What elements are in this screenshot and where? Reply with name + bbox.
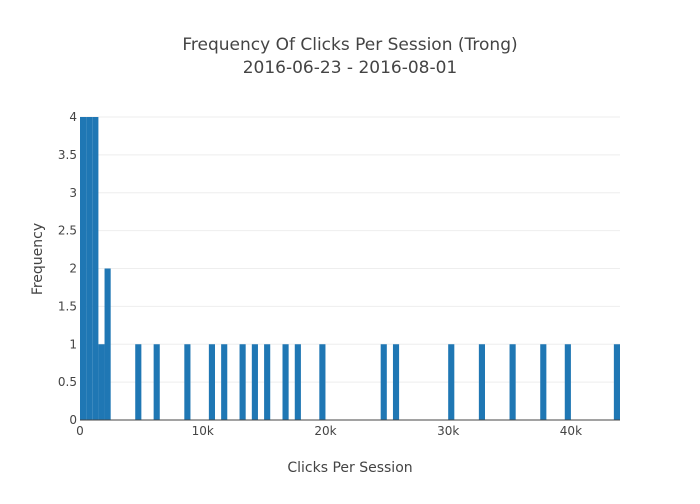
y-tick-label: 3 bbox=[69, 186, 77, 200]
histogram-bar[interactable] bbox=[184, 344, 191, 420]
histogram-bar[interactable] bbox=[564, 344, 571, 420]
x-ticks-layer: 0 10k 20k 30k 40k bbox=[76, 424, 582, 438]
histogram-bar[interactable] bbox=[104, 268, 111, 421]
x-tick-label: 20k bbox=[314, 424, 336, 438]
histogram-bar[interactable] bbox=[613, 344, 620, 420]
histogram-bar[interactable] bbox=[92, 117, 99, 420]
bars-layer bbox=[80, 117, 620, 420]
histogram-bar[interactable] bbox=[208, 344, 215, 420]
histogram-bar[interactable] bbox=[98, 344, 105, 420]
x-tick-label: 40k bbox=[560, 424, 582, 438]
x-tick-label: 30k bbox=[437, 424, 459, 438]
histogram-bar[interactable] bbox=[153, 344, 160, 420]
histogram-bar[interactable] bbox=[392, 344, 400, 420]
histogram-bar[interactable] bbox=[380, 344, 387, 420]
histogram-bar[interactable] bbox=[540, 344, 547, 420]
y-tick-label: 3.5 bbox=[58, 148, 77, 162]
histogram-bar[interactable] bbox=[319, 344, 326, 420]
y-axis-title: Frequency bbox=[30, 223, 46, 295]
histogram-bar[interactable] bbox=[448, 344, 455, 420]
x-tick-label: 0 bbox=[76, 424, 84, 438]
chart-title-line2: 2016-06-23 - 2016-08-01 bbox=[243, 58, 458, 78]
x-axis-title: Clicks Per Session bbox=[287, 460, 412, 476]
y-tick-label: 2 bbox=[69, 262, 77, 276]
histogram-bar[interactable] bbox=[80, 117, 87, 420]
histogram-bar[interactable] bbox=[135, 344, 142, 420]
y-tick-label: 2.5 bbox=[58, 224, 77, 238]
y-tick-label: 0 bbox=[69, 413, 77, 427]
y-ticks-layer: 0 0.5 1 1.5 2 2.5 3 3.5 4 bbox=[58, 110, 77, 427]
histogram-bar[interactable] bbox=[478, 344, 485, 420]
histogram-bar[interactable] bbox=[251, 344, 258, 420]
grid-layer bbox=[80, 116, 620, 383]
histogram-bar[interactable] bbox=[264, 344, 271, 420]
histogram-bar[interactable] bbox=[282, 344, 289, 420]
histogram-bar[interactable] bbox=[239, 344, 246, 420]
histogram-bar[interactable] bbox=[509, 344, 516, 420]
y-tick-label: 1.5 bbox=[58, 299, 77, 313]
x-tick-label: 10k bbox=[192, 424, 214, 438]
y-tick-label: 0.5 bbox=[58, 375, 77, 389]
y-tick-label: 4 bbox=[69, 110, 77, 124]
y-tick-label: 1 bbox=[69, 337, 77, 351]
histogram-bar[interactable] bbox=[86, 117, 93, 420]
chart-title-line1: Frequency Of Clicks Per Session (Trong) bbox=[182, 35, 517, 55]
histogram-bar[interactable] bbox=[294, 344, 301, 420]
histogram-bar[interactable] bbox=[221, 344, 228, 420]
